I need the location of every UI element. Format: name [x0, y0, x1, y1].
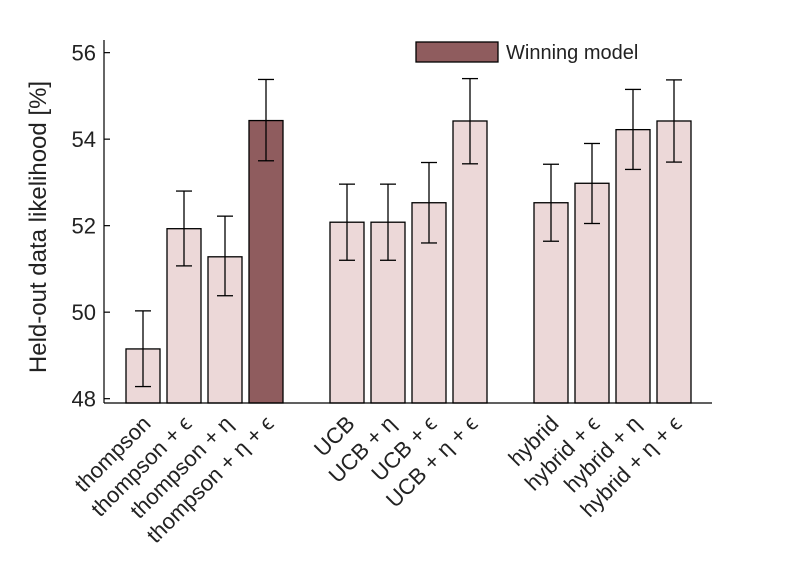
legend-swatch-winning-model [415, 41, 499, 63]
legend-label-winning-model: Winning model [506, 42, 638, 64]
legend: Winning model [415, 41, 638, 64]
y-tick-label: 48 [72, 387, 96, 412]
y-tick-label: 56 [72, 41, 96, 66]
y-ticks: 48 50 52 54 56 [72, 41, 110, 412]
bar [329, 221, 365, 404]
bar [248, 119, 284, 404]
bar [656, 120, 692, 404]
y-tick-label: 50 [72, 300, 96, 325]
error-bars-layer [135, 77, 682, 388]
y-tick-label: 52 [72, 214, 96, 239]
bars-layer [125, 119, 692, 404]
y-tick-label: 54 [72, 127, 96, 152]
y-axis-label: Held-out data likelihood [%] [25, 81, 52, 373]
bar [615, 128, 651, 404]
